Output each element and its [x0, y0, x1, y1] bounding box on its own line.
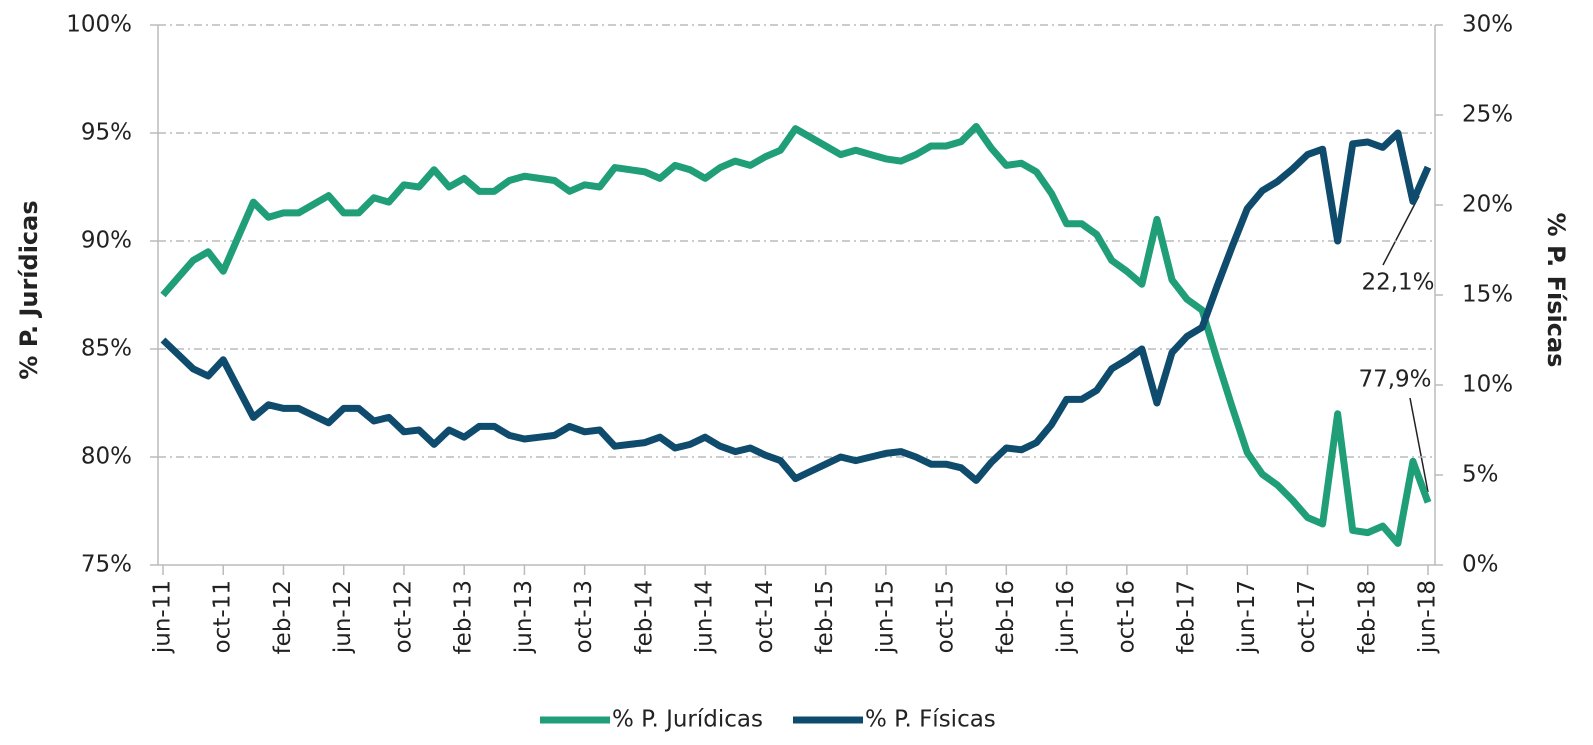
- y-tick-label: 95%: [81, 120, 132, 146]
- x-tick-label: feb-15: [812, 580, 838, 654]
- x-tick-label: jun-13: [511, 580, 537, 654]
- x-tick-label: oct-17: [1294, 580, 1320, 653]
- legend-label: % P. Físicas: [865, 707, 996, 733]
- x-tick-label: oct-15: [933, 580, 959, 653]
- series-line: [160, 123, 1432, 547]
- x-tick-label: oct-13: [571, 580, 597, 653]
- x-tick-label: jun-12: [330, 580, 356, 654]
- x-tick-label: oct-11: [210, 580, 236, 653]
- series-line: [160, 129, 1432, 484]
- leader-line: [1409, 397, 1429, 493]
- x-tick-label: oct-12: [390, 580, 416, 653]
- y-tick-label: 90%: [81, 228, 132, 254]
- x-tick-label: feb-18: [1354, 580, 1380, 654]
- x-tick-label: feb-16: [993, 580, 1019, 654]
- x-tick-label: feb-14: [631, 580, 657, 654]
- y2-tick-label: 30%: [1462, 12, 1513, 38]
- leader-line: [1382, 195, 1420, 266]
- y2-tick-label: 5%: [1462, 462, 1499, 488]
- x-tick-label: oct-14: [752, 580, 778, 653]
- x-tick-label: jun-17: [1234, 580, 1260, 654]
- y2-tick-label: 15%: [1462, 282, 1513, 308]
- x-tick-label: jun-14: [692, 580, 718, 654]
- x-tick-label: jun-15: [872, 580, 898, 654]
- x-tick-label: jun-16: [1053, 580, 1079, 654]
- y-axis-title: % P. Jurídicas: [15, 200, 43, 379]
- y2-tick-label: 20%: [1462, 192, 1513, 218]
- data-label: 77,9%: [1358, 367, 1431, 393]
- y2-tick-label: 25%: [1462, 102, 1513, 128]
- y-tick-label: 85%: [81, 336, 132, 362]
- x-tick-label: feb-17: [1174, 580, 1200, 654]
- y2-tick-label: 0%: [1462, 552, 1499, 578]
- y-tick-label: 100%: [66, 12, 132, 38]
- y-tick-label: 80%: [81, 444, 132, 470]
- legend-label: % P. Jurídicas: [612, 707, 763, 733]
- y-tick-label: 75%: [81, 552, 132, 578]
- y2-axis-title: % P. Físicas: [1542, 213, 1570, 368]
- x-tick-label: feb-13: [451, 580, 477, 654]
- x-tick-label: oct-16: [1113, 580, 1139, 653]
- x-tick-label: jun-11: [150, 580, 176, 654]
- data-label: 22,1%: [1361, 270, 1434, 296]
- x-tick-label: jun-18: [1415, 580, 1441, 654]
- y2-tick-label: 10%: [1462, 372, 1513, 398]
- x-tick-label: feb-12: [270, 580, 296, 654]
